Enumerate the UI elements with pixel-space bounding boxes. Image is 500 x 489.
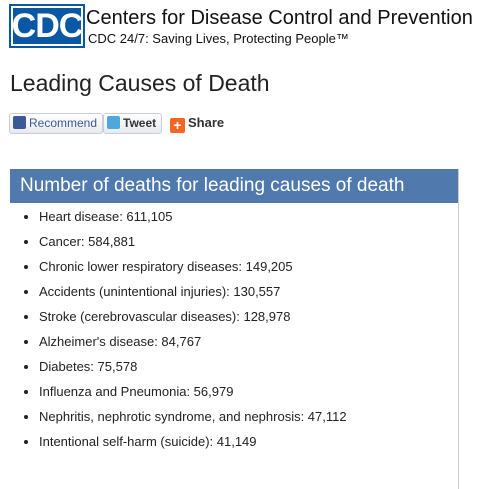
tweet-button[interactable]: Tweet xyxy=(103,113,163,134)
content-box: Number of deaths for leading causes of d… xyxy=(10,169,459,489)
cause-item: Nephritis, nephrotic syndrome, and nephr… xyxy=(39,407,347,432)
facebook-icon xyxy=(13,116,26,129)
page-title: Leading Causes of Death xyxy=(10,70,270,96)
recommend-label: Recommend xyxy=(29,116,98,130)
cause-item: Heart disease: 611,105 xyxy=(39,207,347,232)
cause-item: Accidents (unintentional injuries): 130,… xyxy=(39,282,347,307)
cause-item: Influenza and Pneumonia: 56,979 xyxy=(39,382,347,407)
share-label: Share xyxy=(188,115,225,130)
cause-list: Heart disease: 611,105Cancer: 584,881Chr… xyxy=(10,207,347,457)
cause-item: Alzheimer's disease: 84,767 xyxy=(39,332,347,357)
cause-item: Stroke (cerebrovascular diseases): 128,9… xyxy=(39,307,347,332)
page: {"header": {"logo": "CDC", "organization… xyxy=(0,0,500,475)
cause-item: Intentional self-harm (suicide): 41,149 xyxy=(39,432,347,457)
share-icon: + xyxy=(170,118,185,133)
twitter-icon xyxy=(107,116,120,129)
tagline: CDC 24/7: Saving Lives, Protecting Peopl… xyxy=(88,31,349,46)
box-heading: Number of deaths for leading causes of d… xyxy=(10,169,458,203)
cause-item: Cancer: 584,881 xyxy=(39,232,347,257)
tweet-label: Tweet xyxy=(123,116,157,130)
cause-item: Diabetes: 75,578 xyxy=(39,357,347,382)
share-button[interactable]: + Share xyxy=(170,113,224,133)
logo[interactable]: CDC xyxy=(9,4,85,48)
recommend-button[interactable]: Recommend xyxy=(9,113,104,134)
cause-item: Chronic lower respiratory diseases: 149,… xyxy=(39,257,347,282)
organization: Centers for Disease Control and Preventi… xyxy=(86,7,473,29)
